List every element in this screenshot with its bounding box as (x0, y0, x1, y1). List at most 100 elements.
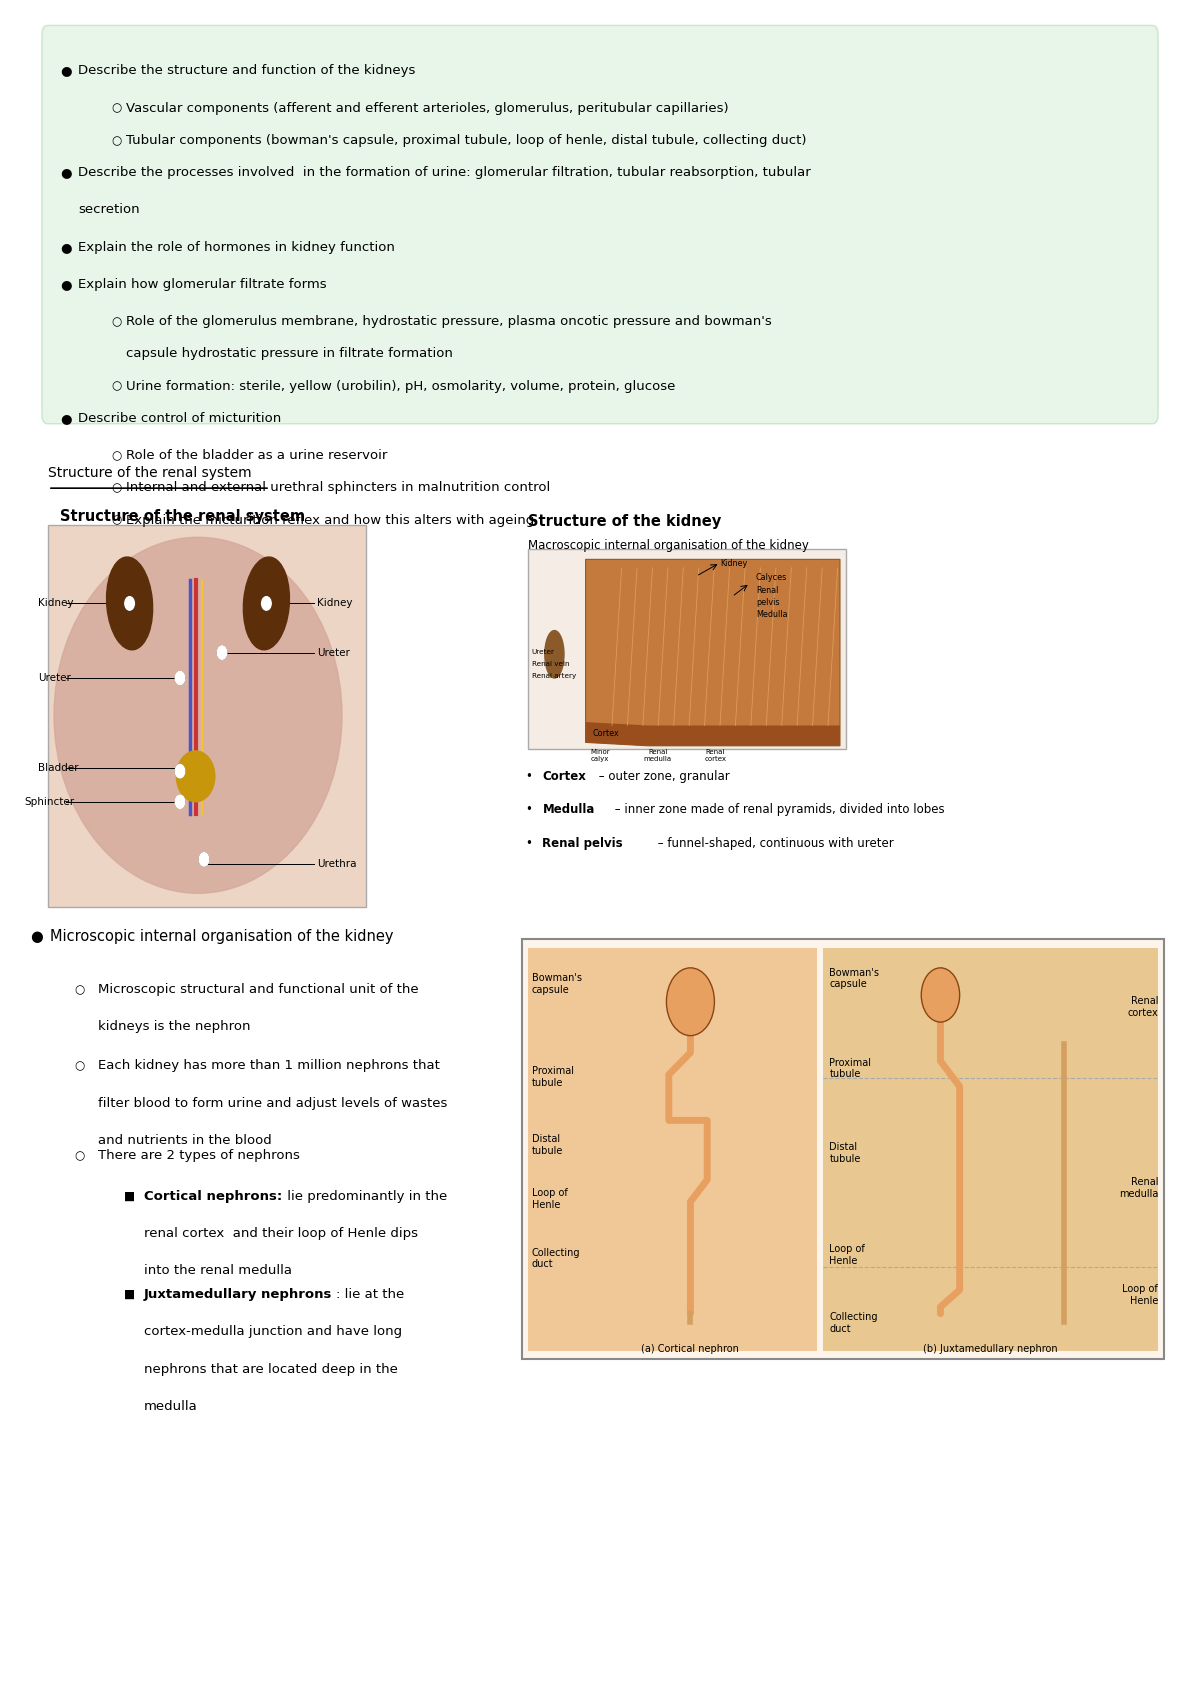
Text: Distal
tubule: Distal tubule (532, 1134, 563, 1156)
Polygon shape (586, 559, 840, 746)
Text: •: • (526, 803, 533, 817)
Bar (48, 525, 366, 907)
Text: Describe control of micturition: Describe control of micturition (78, 412, 281, 425)
Ellipse shape (244, 558, 289, 649)
Text: ●: ● (60, 166, 72, 180)
Text: Cortex: Cortex (593, 729, 619, 737)
Bar (522, 939, 1164, 1359)
Text: secretion: secretion (78, 203, 139, 217)
Text: Each kidney has more than 1 million nephrons that: Each kidney has more than 1 million neph… (98, 1059, 440, 1073)
Text: Urine formation: sterile, yellow (urobilin), pH, osmolarity, volume, protein, gl: Urine formation: sterile, yellow (urobil… (126, 380, 676, 393)
Circle shape (262, 597, 271, 610)
Text: •: • (526, 770, 533, 783)
Text: Kidney: Kidney (720, 559, 748, 568)
Text: Renal artery: Renal artery (532, 673, 576, 680)
Text: Sphincter: Sphincter (24, 797, 74, 807)
Text: Minor
calyx: Minor calyx (590, 749, 610, 763)
Text: Cortical nephrons:: Cortical nephrons: (144, 1190, 282, 1203)
Text: Ureter: Ureter (38, 673, 71, 683)
Text: Renal
cortex: Renal cortex (704, 749, 726, 763)
Text: Collecting
duct: Collecting duct (532, 1248, 580, 1270)
Text: ○: ○ (112, 380, 122, 393)
Circle shape (125, 597, 134, 610)
Text: ●: ● (60, 64, 72, 78)
Text: ●: ● (60, 278, 72, 292)
Text: cortex-medulla junction and have long: cortex-medulla junction and have long (144, 1325, 402, 1339)
Text: – funnel-shaped, continuous with ureter: – funnel-shaped, continuous with ureter (654, 837, 894, 851)
Text: Medulla: Medulla (542, 803, 595, 817)
Text: ●: ● (30, 929, 43, 944)
Text: Renal pelvis: Renal pelvis (542, 837, 623, 851)
Polygon shape (586, 722, 840, 746)
Ellipse shape (54, 537, 342, 893)
Text: Describe the processes involved  in the formation of urine: glomerular filtratio: Describe the processes involved in the f… (78, 166, 811, 180)
Text: medulla: medulla (144, 1400, 198, 1414)
Ellipse shape (545, 631, 564, 678)
Text: Renal vein: Renal vein (532, 661, 569, 668)
Text: Renal: Renal (756, 586, 779, 595)
Text: Renal
cortex: Renal cortex (1127, 997, 1158, 1017)
Text: There are 2 types of nephrons: There are 2 types of nephrons (98, 1149, 300, 1163)
Text: Describe the structure and function of the kidneys: Describe the structure and function of t… (78, 64, 415, 78)
Text: Renal
medulla: Renal medulla (1118, 1178, 1158, 1198)
Circle shape (666, 968, 714, 1036)
Text: pelvis: pelvis (756, 598, 780, 607)
Text: Ureter: Ureter (532, 649, 554, 656)
Text: ●: ● (60, 241, 72, 254)
Circle shape (175, 795, 185, 809)
Text: Juxtamedullary nephrons: Juxtamedullary nephrons (144, 1288, 332, 1302)
Text: Proximal
tubule: Proximal tubule (532, 1066, 574, 1088)
Ellipse shape (107, 558, 152, 649)
Text: Loop of
Henle: Loop of Henle (829, 1244, 865, 1266)
Text: Explain how glomerular filtrate forms: Explain how glomerular filtrate forms (78, 278, 326, 292)
Text: ■: ■ (124, 1190, 134, 1203)
Text: Microscopic internal organisation of the kidney: Microscopic internal organisation of the… (50, 929, 394, 944)
Text: ○: ○ (112, 315, 122, 329)
Text: Microscopic structural and functional unit of the: Microscopic structural and functional un… (98, 983, 419, 997)
Text: ○: ○ (112, 134, 122, 147)
Text: lie predominantly in the: lie predominantly in the (283, 1190, 448, 1203)
Text: (a) Cortical nephron: (a) Cortical nephron (642, 1344, 739, 1354)
Text: Vascular components (afferent and efferent arterioles, glomerulus, peritubular c: Vascular components (afferent and effere… (126, 102, 728, 115)
Bar (823, 948, 1158, 1351)
Text: Ureter: Ureter (317, 647, 349, 658)
Text: ●: ● (60, 412, 72, 425)
Circle shape (199, 853, 209, 866)
Text: ○: ○ (74, 1149, 85, 1163)
Circle shape (175, 671, 185, 685)
Bar (528, 549, 846, 749)
Text: and nutrients in the blood: and nutrients in the blood (98, 1134, 272, 1148)
Text: Bowman's
capsule: Bowman's capsule (829, 968, 880, 990)
Text: Loop of
Henle: Loop of Henle (1122, 1285, 1158, 1305)
Text: into the renal medulla: into the renal medulla (144, 1264, 292, 1278)
Text: Loop of
Henle: Loop of Henle (532, 1188, 568, 1210)
Text: Structure of the kidney: Structure of the kidney (528, 514, 721, 529)
Text: nephrons that are located deep in the: nephrons that are located deep in the (144, 1363, 398, 1376)
Text: Structure of the renal system: Structure of the renal system (60, 508, 305, 524)
Text: : lie at the: : lie at the (336, 1288, 404, 1302)
Text: Tubular components (bowman's capsule, proximal tubule, loop of henle, distal tub: Tubular components (bowman's capsule, pr… (126, 134, 806, 147)
Text: Kidney: Kidney (38, 598, 74, 609)
Text: ○: ○ (112, 481, 122, 495)
Text: Cortex: Cortex (542, 770, 587, 783)
Text: ○: ○ (74, 983, 85, 997)
Text: Macroscopic internal organisation of the kidney: Macroscopic internal organisation of the… (528, 539, 809, 553)
Text: Internal and external urethral sphincters in malnutrition control: Internal and external urethral sphincter… (126, 481, 551, 495)
Text: Explain the micturition reflex and how this alters with ageing: Explain the micturition reflex and how t… (126, 514, 534, 527)
Text: ○: ○ (74, 1059, 85, 1073)
Text: ■: ■ (124, 1288, 134, 1302)
Text: Distal
tubule: Distal tubule (829, 1142, 860, 1164)
Text: filter blood to form urine and adjust levels of wastes: filter blood to form urine and adjust le… (98, 1097, 448, 1110)
Text: ○: ○ (112, 102, 122, 115)
Circle shape (922, 968, 960, 1022)
Text: Medulla: Medulla (756, 610, 787, 619)
Text: Calyces: Calyces (756, 573, 787, 581)
Text: (b) Juxtamedullary nephron: (b) Juxtamedullary nephron (923, 1344, 1058, 1354)
Text: Bowman's
capsule: Bowman's capsule (532, 973, 582, 995)
Text: Renal
medulla: Renal medulla (643, 749, 672, 763)
Text: – inner zone made of renal pyramids, divided into lobes: – inner zone made of renal pyramids, div… (611, 803, 944, 817)
Circle shape (175, 764, 185, 778)
Text: capsule hydrostatic pressure in filtrate formation: capsule hydrostatic pressure in filtrate… (126, 347, 452, 361)
FancyBboxPatch shape (42, 25, 1158, 424)
Text: Role of the bladder as a urine reservoir: Role of the bladder as a urine reservoir (126, 449, 388, 463)
